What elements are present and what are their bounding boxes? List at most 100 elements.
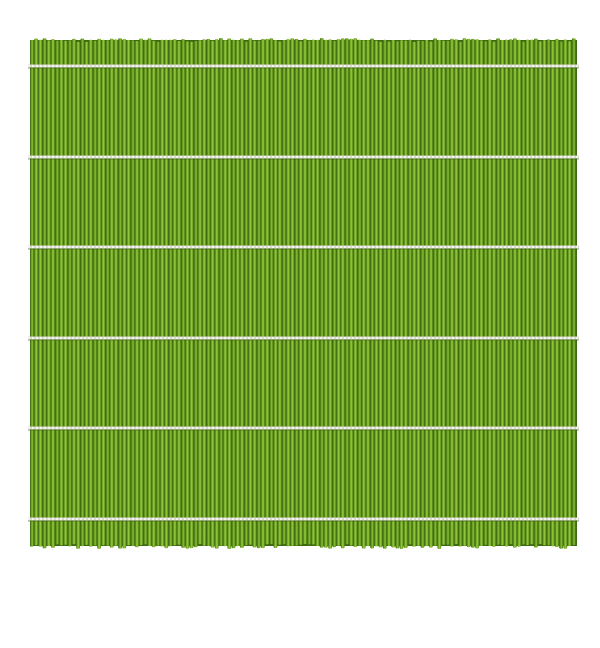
bamboo-stick [97,38,101,549]
bamboo-stick [282,40,286,545]
bamboo-stick [324,39,328,548]
bamboo-sticks [30,38,576,550]
bamboo-stick [189,41,194,549]
bamboo-stick [248,38,253,545]
bamboo-stick [198,40,202,545]
bamboo-stick [214,39,219,549]
bamboo-stick [458,41,463,547]
bamboo-stick [382,39,387,549]
bamboo-stick [315,39,320,547]
bamboo-stick [412,41,416,547]
bamboo-stick [542,40,547,546]
bamboo-stick [181,39,185,548]
bamboo-stick [433,38,437,546]
bamboo-stick [135,41,139,548]
bamboo-stick [387,41,391,546]
bamboo-stick [164,39,169,549]
bamboo-stick [30,40,34,547]
bamboo-stick [361,40,366,549]
bamboo-stick [416,40,421,546]
bamboo-stick [269,38,274,545]
bamboo-stick [227,38,232,550]
bamboo-stick [231,39,236,549]
bamboo-stick [210,40,215,548]
bamboo-stick [72,38,76,545]
bamboo-stick [378,41,383,548]
bamboo-stick [462,38,467,546]
bamboo-stick [202,39,206,546]
bamboo-stick [252,40,257,548]
bamboo-stick [114,39,118,546]
bamboo-stick [513,38,517,548]
bamboo-stick [172,39,177,546]
bamboo-stick [479,40,484,547]
bamboo-stick [508,39,513,545]
bamboo-stick [34,38,38,546]
bamboo-stick [93,40,97,546]
bamboo-stick [130,40,135,547]
bamboo-stick [265,38,269,545]
bamboo-stick [126,39,131,546]
bamboo-stick [349,38,353,546]
bamboo-stick [395,41,400,549]
bamboo-stick [492,41,496,547]
bamboo-stick [42,38,47,549]
bamboo-stick [391,40,395,548]
bamboo-stick [571,38,576,546]
bamboo-stick [487,39,492,547]
bamboo-stick [139,38,143,546]
bamboo-stick [185,41,190,549]
bamboo-stick [441,40,446,545]
bamboo-stick [101,39,106,546]
bamboo-stick [219,38,223,546]
bamboo-stick [408,39,412,545]
bamboo-stick [374,40,379,547]
bamboo-stick [370,38,374,549]
bamboo-stick [454,39,458,545]
bamboo-stick [235,40,240,547]
bamboo-stick [466,38,471,548]
bamboo-stick [307,40,311,545]
bamboo-stick [332,40,337,548]
bamboo-stick [521,41,526,545]
bamboo-stick [168,39,173,547]
bamboo-stick [290,38,295,546]
bamboo-stick [273,40,278,549]
bamboo-stick [483,41,488,545]
bamboo-stick [105,40,110,546]
bamboo-stick [475,39,479,549]
bamboo-stick [277,41,282,545]
bamboo-stick [311,39,316,545]
bamboo-stick [256,40,261,549]
bamboo-stick [500,39,505,546]
bamboo-stick [143,39,148,545]
bamboo-stick [563,39,568,549]
bamboo-stick [63,40,68,545]
bamboo-stick [420,41,425,548]
bamboo-stick [55,40,59,545]
bamboo-stick [550,40,555,547]
bamboo-stick [328,39,332,549]
bamboo-stick [147,38,152,547]
bamboo-stick [429,41,433,548]
bamboo-stick [76,41,80,549]
bamboo-stick [525,39,530,546]
bamboo-stick [294,38,299,546]
bamboo-stick [206,38,211,547]
bamboo-stick [84,41,89,545]
bamboo-stick [118,38,122,549]
bamboo-stick [471,38,475,548]
bamboo-stick [529,39,534,545]
bamboo-stick [88,39,93,547]
bamboo-stick [336,39,341,546]
bamboo-stick [353,38,358,547]
bamboo-stick [51,39,55,548]
bamboo-stick [567,41,572,546]
bamboo-stick [156,41,160,546]
bamboo-stick [240,38,244,548]
bamboo-stick [546,39,551,546]
bamboo-stick [286,39,290,547]
bamboo-stick [223,40,227,547]
bamboo-stick [424,40,429,547]
